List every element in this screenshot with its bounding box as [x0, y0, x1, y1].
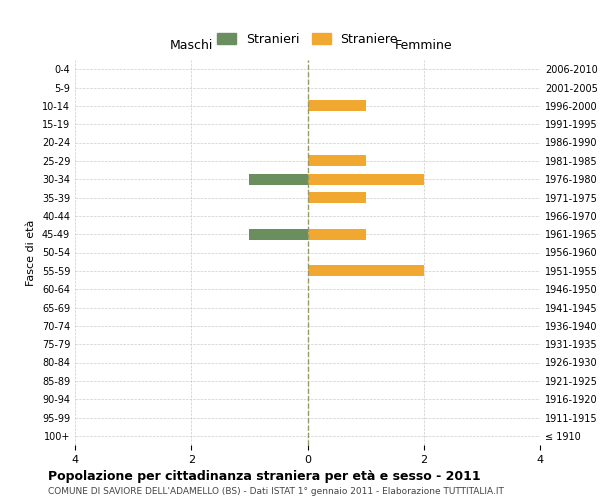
Bar [308, 228, 365, 239]
Bar [308, 174, 424, 184]
Text: COMUNE DI SAVIORE DELL'ADAMELLO (BS) - Dati ISTAT 1° gennaio 2011 - Elaborazione: COMUNE DI SAVIORE DELL'ADAMELLO (BS) - D… [48, 488, 504, 496]
Y-axis label: Fasce di età: Fasce di età [26, 220, 36, 286]
Bar [308, 266, 424, 276]
Legend: Stranieri, Straniere: Stranieri, Straniere [212, 28, 403, 50]
Text: Maschi: Maschi [170, 40, 213, 52]
Text: Popolazione per cittadinanza straniera per età e sesso - 2011: Popolazione per cittadinanza straniera p… [48, 470, 481, 483]
Bar [308, 156, 365, 166]
Text: Femmine: Femmine [395, 40, 452, 52]
Bar [308, 192, 365, 203]
Bar [308, 100, 365, 112]
Bar [250, 174, 308, 184]
Bar [250, 228, 308, 239]
